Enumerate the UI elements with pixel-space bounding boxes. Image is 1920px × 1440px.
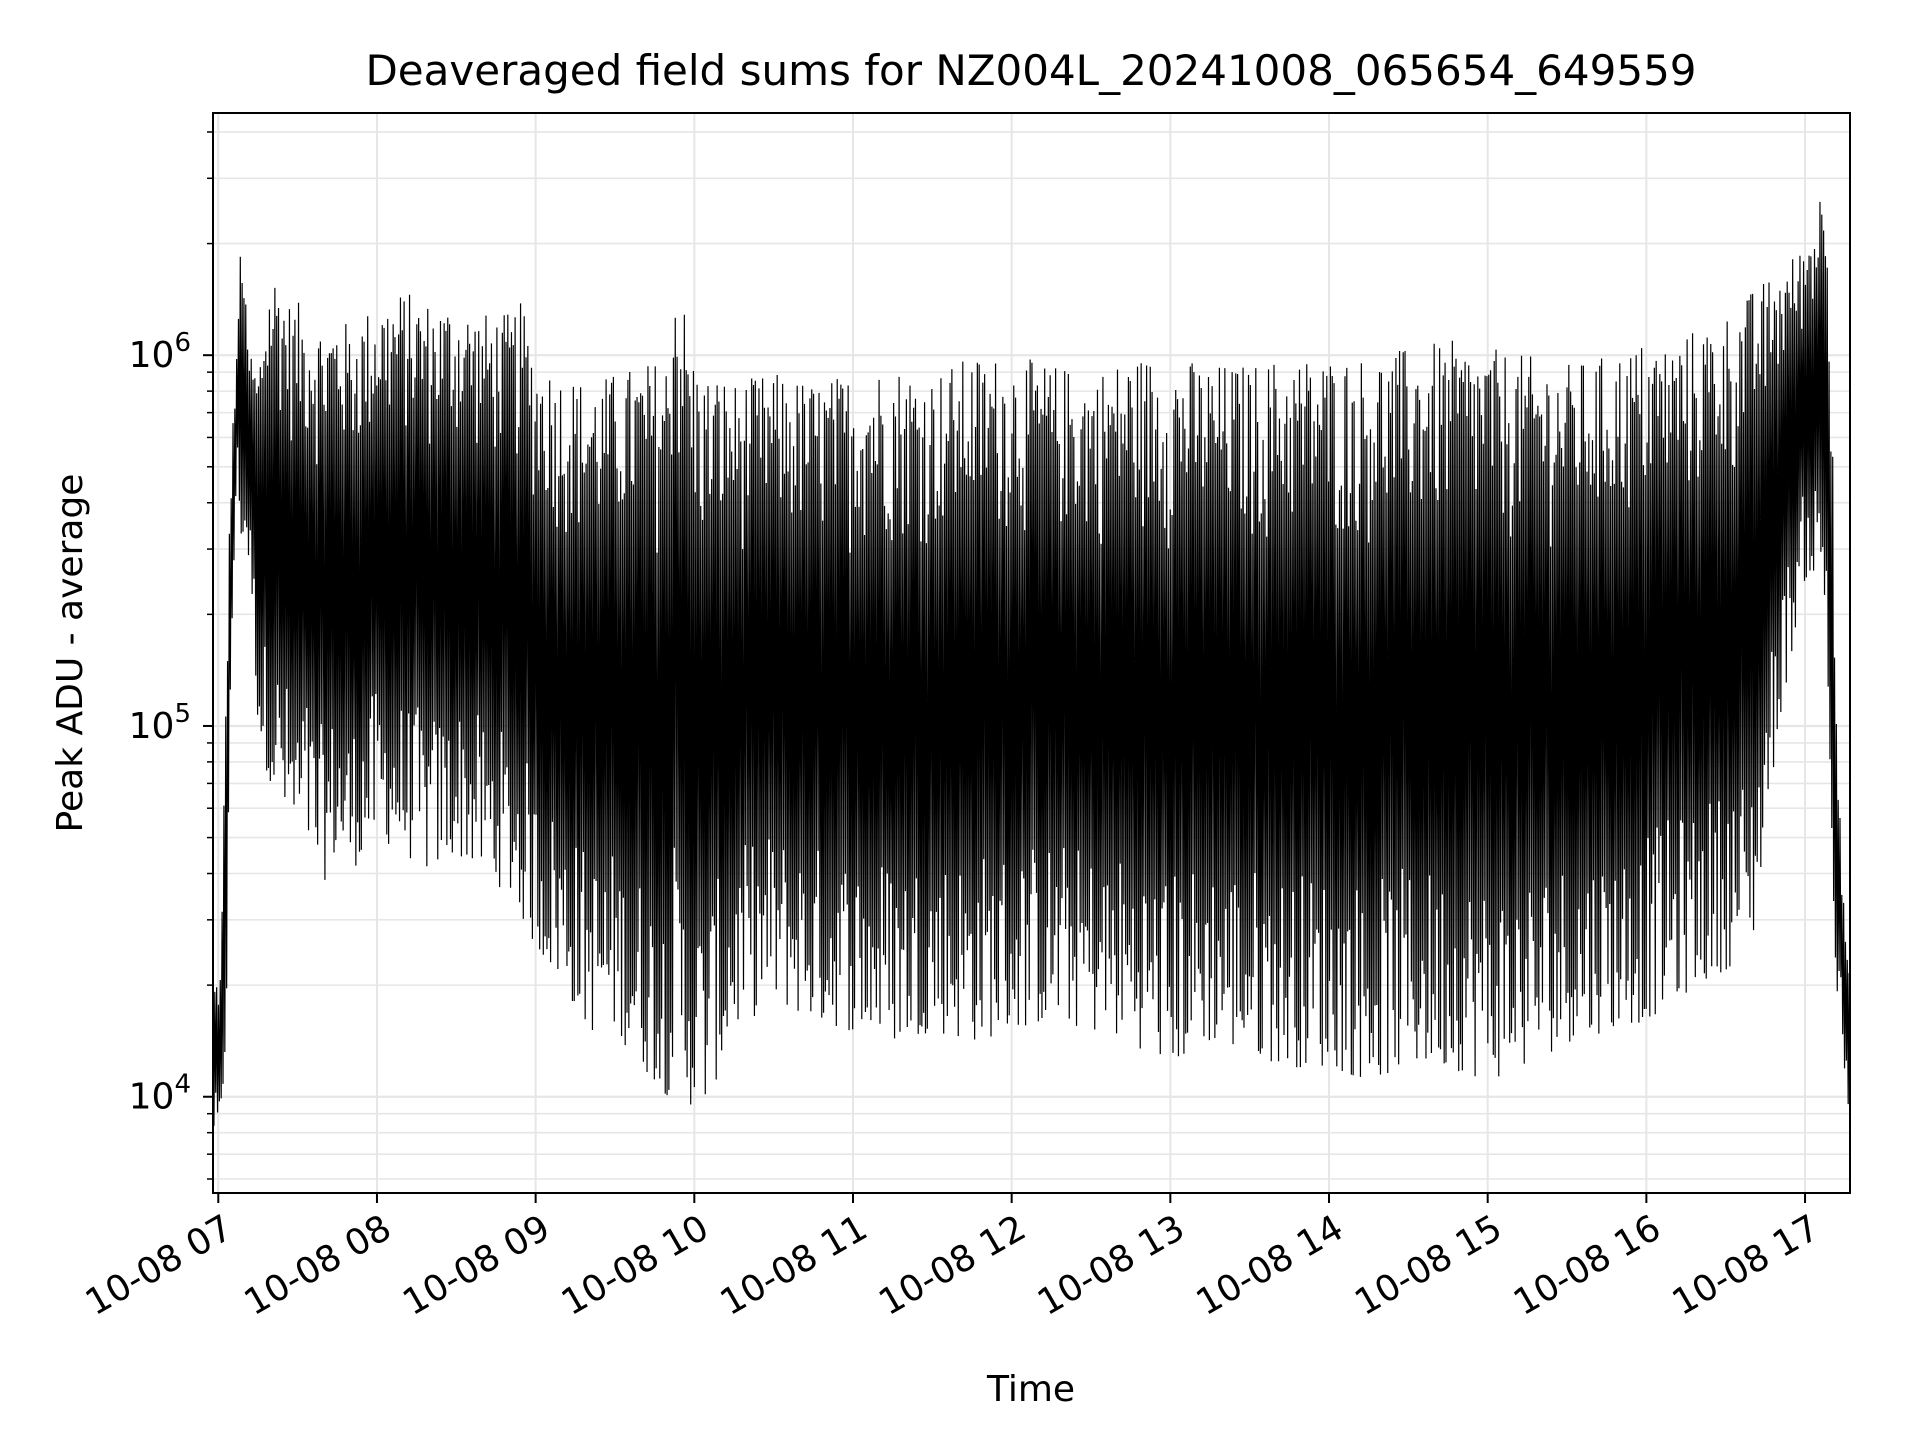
plot-area-frame [212, 112, 1851, 1194]
chart-title: Deaveraged field sums for NZ004L_2024100… [365, 46, 1696, 95]
y-axis-ticks: 104 105 106 [129, 131, 213, 1180]
data-layer [212, 201, 1851, 1132]
y-tick-label: 105 [129, 699, 191, 747]
y-tick-label: 106 [129, 328, 191, 376]
y-tick-label: 104 [129, 1070, 191, 1118]
series-line [212, 201, 1851, 1132]
x-axis-label: Time [986, 1369, 1075, 1410]
y-axis-label: Peak ADU - average [50, 474, 91, 833]
